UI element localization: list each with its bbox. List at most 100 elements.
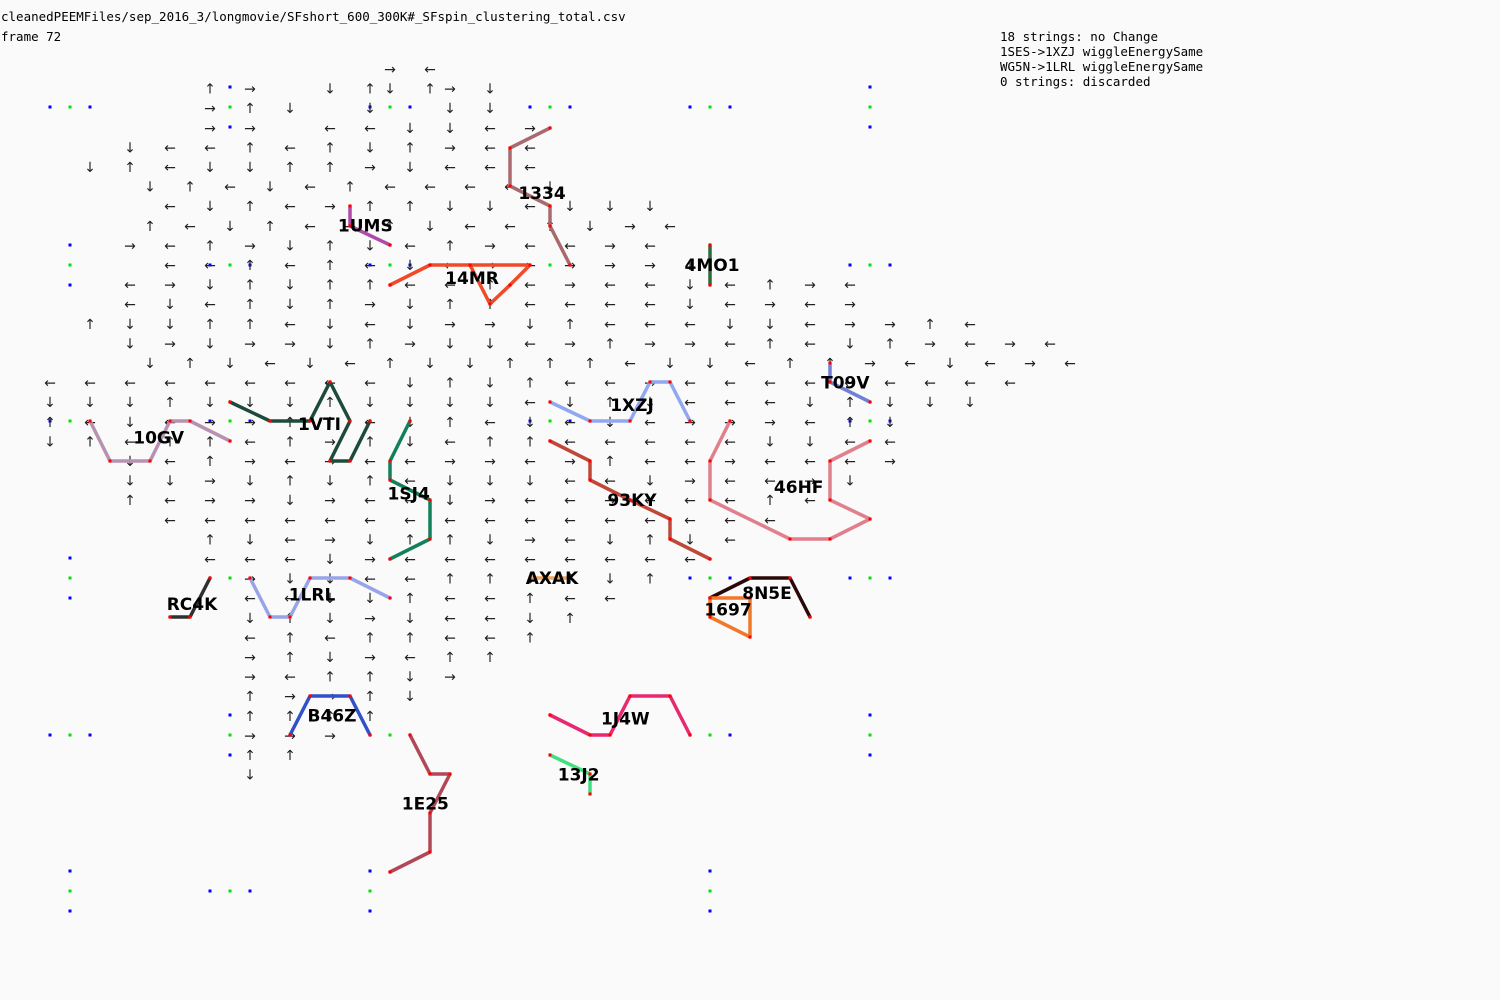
spin-arrow: ←: [284, 199, 296, 215]
boundary-dot: [228, 105, 232, 109]
spin-arrow: →: [164, 278, 176, 294]
string-vertex: [468, 263, 472, 267]
spin-arrow: ←: [804, 317, 816, 333]
spin-arrow: →: [444, 454, 456, 470]
string-label-1lrl: 1LRL: [289, 585, 336, 605]
spin-arrow: →: [484, 317, 496, 333]
spin-arrow: ↓: [444, 101, 456, 117]
string-vertex: [708, 243, 712, 247]
string-vertex: [808, 615, 812, 619]
spin-arrow: ↓: [204, 395, 216, 411]
spin-arrow: ↑: [324, 670, 336, 686]
spin-arrow: →: [604, 238, 616, 254]
boundary-dot: [548, 105, 552, 109]
spin-arrow: ←: [284, 591, 296, 607]
spin-arrow: ↓: [564, 199, 576, 215]
spin-arrow: ←: [804, 336, 816, 352]
boundary-dot: [528, 105, 532, 109]
boundary-dot: [228, 713, 232, 717]
string-vertex: [268, 615, 272, 619]
boundary-dot: [228, 733, 232, 737]
spin-arrow: ←: [844, 278, 856, 294]
spin-arrow: ←: [124, 297, 136, 313]
spin-arrow: ↓: [544, 180, 556, 196]
spin-arrow: ←: [764, 376, 776, 392]
spin-arrow: ↓: [424, 219, 436, 235]
boundary-dot: [868, 105, 872, 109]
spin-arrow: ←: [204, 552, 216, 568]
spin-arrow: ↓: [684, 258, 696, 274]
string-vertex: [328, 380, 332, 384]
spin-arrow: ←: [564, 297, 576, 313]
string-vertex: [748, 635, 752, 639]
string-vertex: [308, 576, 312, 580]
string-vertex: [348, 419, 352, 423]
spin-arrow: ←: [644, 278, 656, 294]
spin-arrow: ←: [804, 297, 816, 313]
spin-arrow: ↑: [604, 454, 616, 470]
spin-arrow: ←: [164, 513, 176, 529]
spin-arrow: ←: [564, 376, 576, 392]
spin-arrow: ←: [524, 513, 536, 529]
spin-arrow: ←: [224, 180, 236, 196]
spin-arrow: ↑: [324, 297, 336, 313]
spin-arrow: ↓: [484, 532, 496, 548]
boundary-dot: [408, 263, 412, 267]
string-vertex: [388, 478, 392, 482]
spin-arrow: ↑: [444, 415, 456, 431]
spin-arrow: ←: [404, 650, 416, 666]
spin-arrow: →: [244, 728, 256, 744]
spin-arrow: ↑: [324, 415, 336, 431]
string-vertex: [828, 537, 832, 541]
string-vertex: [748, 576, 752, 580]
spin-arrow: ↓: [124, 474, 136, 490]
spin-arrow: ↑: [164, 434, 176, 450]
boundary-dot: [68, 869, 72, 873]
spin-arrow: ↓: [484, 101, 496, 117]
spin-arrow: ←: [444, 611, 456, 627]
string-vertex: [628, 694, 632, 698]
spin-arrow: ↓: [444, 336, 456, 352]
string-vertex: [588, 478, 592, 482]
spin-arrow: ↑: [324, 278, 336, 294]
string-label-4mo1: 4MO1: [684, 256, 739, 276]
spin-arrow: ←: [884, 434, 896, 450]
string-vertex: [548, 224, 552, 228]
string-label-rc4k: RC4K: [167, 595, 218, 615]
string-label-14mr: 14MR: [445, 269, 499, 289]
spin-arrow: ←: [84, 376, 96, 392]
boundary-dot: [868, 263, 872, 267]
spin-arrow: ←: [404, 454, 416, 470]
spin-arrow: ↓: [884, 395, 896, 411]
spin-arrow: ↑: [264, 219, 276, 235]
spin-arrow: ←: [804, 454, 816, 470]
spin-arrow: ↑: [444, 376, 456, 392]
spin-arrow: ↓: [884, 415, 896, 431]
spin-arrow: ↓: [244, 474, 256, 490]
spin-arrow: ↑: [124, 160, 136, 176]
spin-arrow: ↑: [364, 709, 376, 725]
boundary-dot: [48, 733, 52, 737]
spin-arrow: ↑: [444, 532, 456, 548]
string-vertex: [428, 811, 432, 815]
spin-arrow: ↑: [284, 748, 296, 764]
spin-arrow: ←: [364, 513, 376, 529]
string-vertex: [628, 419, 632, 423]
spin-arrow: →: [604, 258, 616, 274]
boundary-dot: [228, 263, 232, 267]
string-path-8n5e: [708, 576, 812, 619]
spin-arrow: ↑: [764, 493, 776, 509]
string-vertex: [668, 380, 672, 384]
spin-arrow: →: [324, 434, 336, 450]
spin-arrow: ←: [524, 278, 536, 294]
string-vertex: [268, 419, 272, 423]
spin-arrow: ↑: [484, 278, 496, 294]
string-label-13j2: 13J2: [558, 765, 600, 785]
spin-arrow: ↓: [204, 336, 216, 352]
spin-arrow: ←: [244, 434, 256, 450]
spin-arrow: ←: [204, 376, 216, 392]
spin-arrow: →: [444, 317, 456, 333]
spin-arrow: ↑: [324, 395, 336, 411]
spin-arrow: →: [364, 552, 376, 568]
spin-arrow: ←: [504, 219, 516, 235]
